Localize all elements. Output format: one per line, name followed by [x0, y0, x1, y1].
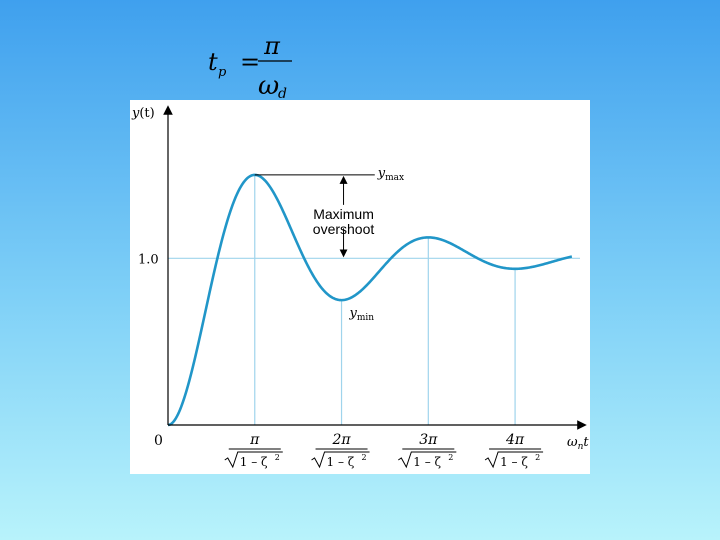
x-tick-radicand: 1 – ζ	[413, 455, 441, 469]
ymin-label-main: y	[349, 306, 358, 321]
ymin-annotation: ymin	[349, 306, 375, 323]
peak-time-formula: t p = π ω d	[208, 32, 292, 102]
x-axis-label-sub: n	[578, 442, 584, 452]
y-axis-label-main: y	[131, 106, 140, 121]
y-tick-label-0: 1.0	[138, 252, 159, 267]
x-tick-radicand: 1 – ζ	[240, 455, 268, 469]
x-tick-numerator: 4π	[505, 432, 525, 448]
ymax-label-main: y	[377, 166, 386, 181]
x-tick-exponent: 2	[535, 453, 540, 462]
formula-denominator-subscript: d	[278, 86, 287, 102]
formula-equals: =	[240, 48, 260, 76]
y-ticks: 1.0	[138, 252, 159, 267]
formula-lhs: t	[208, 48, 218, 76]
x-tick-label-2: 2π 1 – ζ 2	[311, 432, 370, 469]
ymax-label-sub: max	[385, 173, 404, 183]
x-tick-exponent: 2	[362, 453, 367, 462]
x-tick-radicand: 1 – ζ	[500, 455, 528, 469]
x-tick-radical-sign	[398, 451, 457, 469]
ymax-label: ymax	[377, 166, 404, 183]
x-tick-radical-sign	[484, 451, 544, 469]
y-axis-label: y(t)	[131, 106, 155, 121]
formula-lhs-subscript: p	[218, 65, 227, 80]
formula-numerator: π	[263, 32, 281, 60]
x-tick-exponent: 2	[448, 453, 453, 462]
x-tick-exponent: 2	[275, 453, 280, 462]
response-curve	[167, 173, 573, 427]
x-axis-label-main: ω	[567, 435, 578, 450]
x-tick-numerator: 2π	[331, 432, 351, 448]
x-tick-radical-sign	[224, 451, 283, 469]
ymax-annotation: ymax	[254, 166, 404, 183]
overshoot-label-line1: Maximum	[313, 206, 374, 222]
gridlines	[168, 174, 580, 425]
overshoot-annotation: Maximum overshoot	[313, 175, 375, 258]
formula-denominator: ω	[258, 71, 279, 101]
ymin-label: ymin	[349, 306, 375, 323]
overshoot-label-line2: overshoot	[313, 221, 375, 237]
x-tick-numerator: 3π	[419, 432, 438, 448]
x-tick-radicand: 1 – ζ	[327, 455, 355, 469]
svg-text:ωnt: ωnt	[567, 435, 589, 452]
x-axis-label-tail: t	[583, 435, 589, 450]
x-axis-label: ωnt	[567, 435, 589, 452]
y-axis-label-arg: (t)	[139, 106, 154, 121]
x-tick-label-4: 4π 1 – ζ 2	[484, 432, 544, 469]
x-tick-label-1: π 1 – ζ 2	[224, 432, 283, 469]
ymin-label-sub: min	[357, 313, 374, 323]
x-ticks: π 1 – ζ 2 2π 1 – ζ 2 3π 1 – ζ 2 4π 1 – ζ 2	[224, 432, 544, 469]
x-tick-label-3: 3π 1 – ζ 2	[398, 432, 457, 469]
origin-label: 0	[154, 433, 163, 449]
x-tick-numerator: π	[249, 432, 260, 448]
svg-text:y(t): y(t)	[131, 106, 155, 121]
x-tick-radical-sign	[311, 451, 370, 469]
